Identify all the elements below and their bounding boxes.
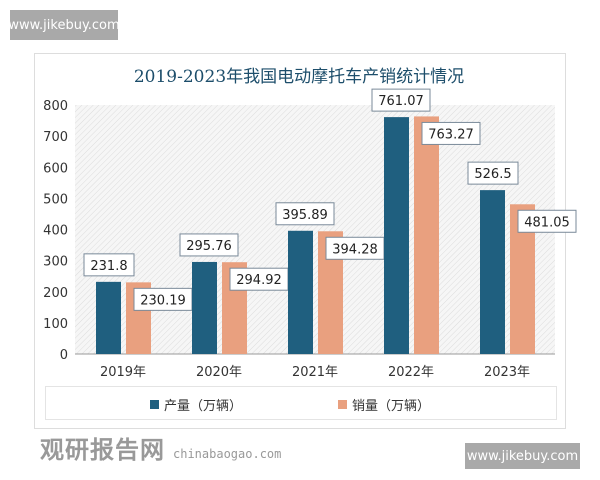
data-label: 761.07 bbox=[378, 94, 424, 109]
legend-swatch bbox=[150, 400, 159, 409]
data-label: 294.92 bbox=[236, 273, 282, 288]
bar-production bbox=[480, 190, 505, 354]
data-label-box bbox=[371, 88, 431, 112]
bar-production bbox=[96, 281, 121, 354]
y-tick-label: 400 bbox=[43, 224, 68, 239]
y-tick-label: 500 bbox=[43, 192, 68, 207]
plot-background bbox=[75, 105, 555, 354]
bar-production bbox=[384, 117, 409, 354]
bar-production bbox=[288, 230, 313, 354]
data-label-box bbox=[421, 121, 481, 145]
y-tick-label: 0 bbox=[60, 348, 68, 363]
data-label-box bbox=[179, 233, 239, 257]
data-label: 395.89 bbox=[282, 208, 328, 223]
legend: 产量（万辆） 销量（万辆） bbox=[45, 386, 557, 420]
x-tick-label: 2019年 bbox=[100, 365, 146, 380]
y-tick-label: 200 bbox=[43, 286, 68, 301]
x-tick-label: 2023年 bbox=[484, 365, 530, 380]
legend-swatch bbox=[338, 400, 347, 409]
y-tick-label: 700 bbox=[43, 130, 68, 145]
x-tick-label: 2021年 bbox=[292, 365, 338, 380]
watermark-top: www.jikebuy.com bbox=[8, 10, 120, 40]
y-tick-label: 100 bbox=[43, 317, 68, 332]
bar-sales bbox=[414, 116, 439, 354]
bar-production bbox=[192, 261, 217, 354]
legend-item-sales: 销量（万辆） bbox=[338, 395, 430, 414]
data-label-box bbox=[275, 202, 335, 226]
logo-url: chinabaogao.com bbox=[173, 447, 282, 461]
legend-label: 产量（万辆） bbox=[164, 399, 243, 414]
logo-name: 观研报告网 bbox=[40, 436, 165, 464]
x-tick-label: 2020年 bbox=[196, 365, 242, 380]
data-label: 231.8 bbox=[90, 259, 127, 274]
y-tick-label: 800 bbox=[43, 99, 68, 114]
data-label: 481.05 bbox=[524, 215, 570, 230]
watermark-bottom: www.jikebuy.com bbox=[465, 443, 580, 469]
data-label-box bbox=[517, 209, 577, 233]
chart-title: 2019-2023年我国电动摩托车产销统计情况 bbox=[133, 67, 465, 87]
y-tick-label: 600 bbox=[43, 161, 68, 176]
data-label: 230.19 bbox=[140, 293, 186, 308]
logo-watermark: 观研报告网 chinabaogao.com bbox=[40, 430, 281, 465]
data-label-box bbox=[467, 161, 519, 185]
data-label: 763.27 bbox=[428, 127, 474, 142]
data-label: 295.76 bbox=[186, 239, 232, 254]
data-label: 526.5 bbox=[474, 167, 511, 182]
legend-item-production: 产量（万辆） bbox=[150, 395, 242, 414]
x-tick-label: 2022年 bbox=[388, 365, 434, 380]
data-label: 394.28 bbox=[332, 242, 378, 257]
y-tick-label: 300 bbox=[43, 255, 68, 270]
data-label-box bbox=[83, 253, 135, 277]
legend-label: 销量（万辆） bbox=[352, 399, 431, 414]
